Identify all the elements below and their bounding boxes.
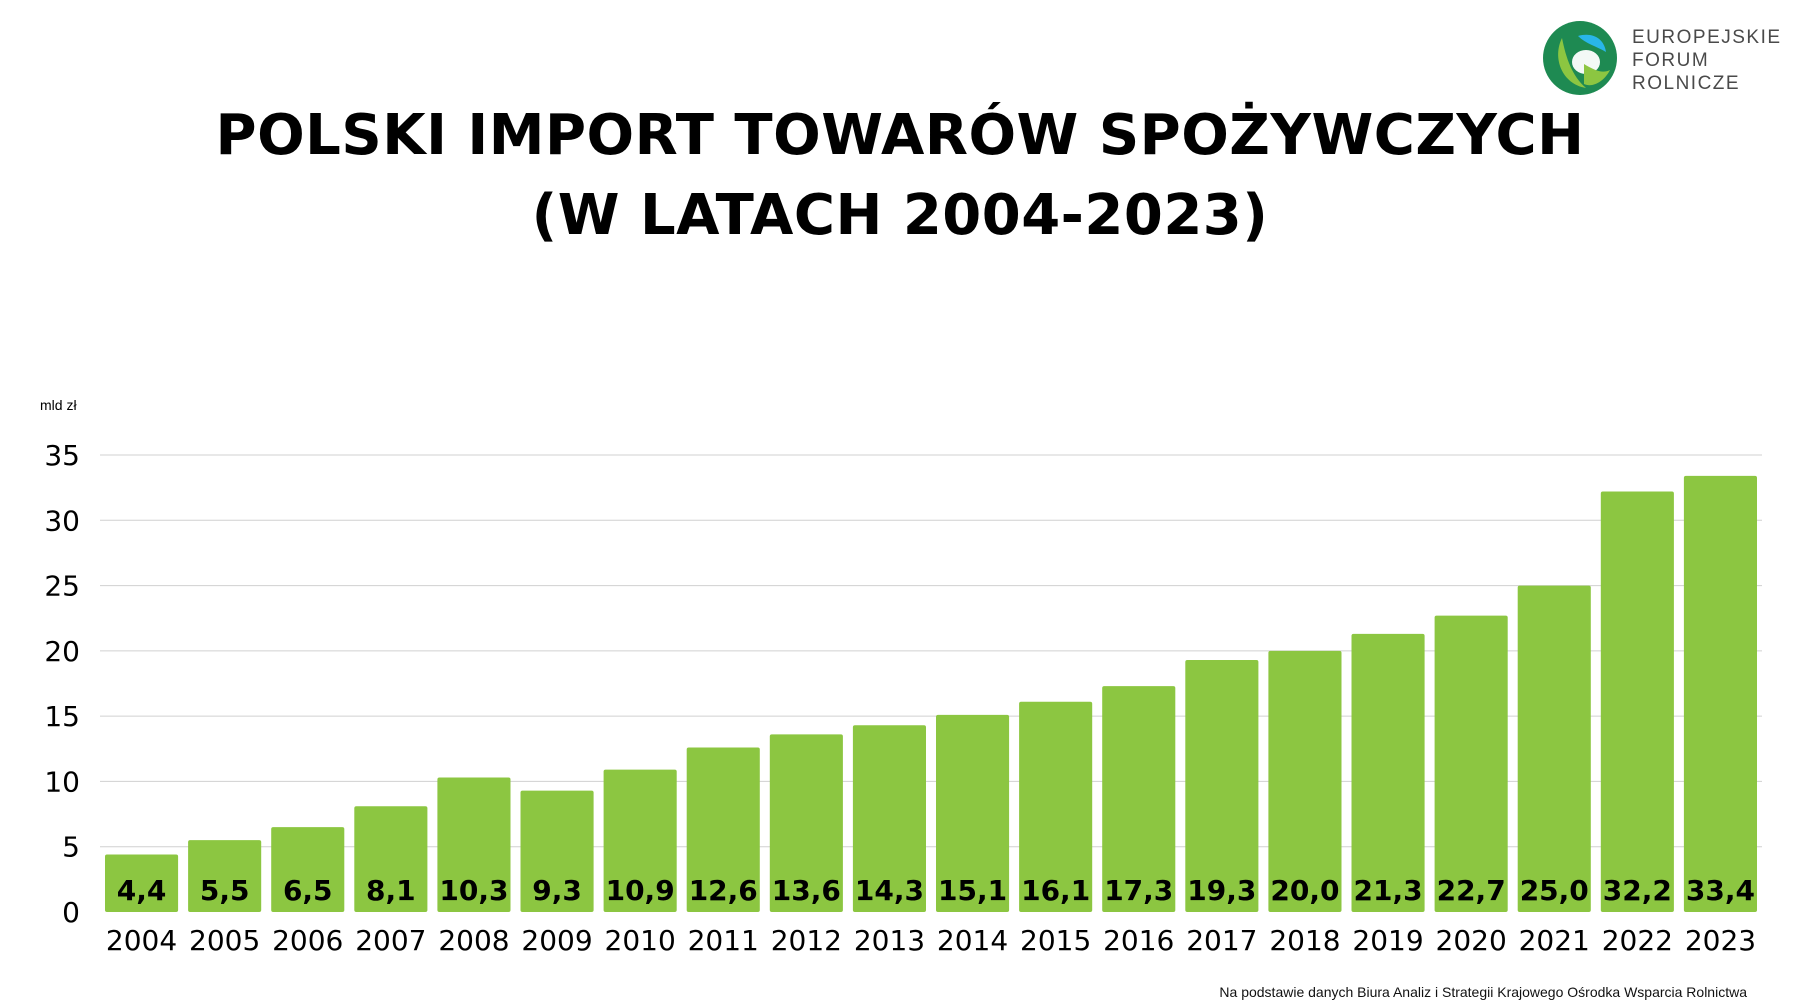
x-tick-label: 2023 [1685, 924, 1756, 957]
y-tick-label: 5 [62, 831, 80, 864]
bar [1434, 615, 1508, 912]
bar [936, 714, 1010, 912]
bar-value-label: 33,4 [1686, 874, 1755, 907]
x-tick-label: 2009 [521, 924, 592, 957]
x-tick-label: 2022 [1602, 924, 1673, 957]
bar [1268, 650, 1342, 912]
bar-value-label: 10,9 [606, 874, 675, 907]
chart-title: POLSKI IMPORT TOWARÓW SPOŻYWCZYCH [215, 103, 1585, 168]
x-tick-label: 2016 [1103, 924, 1174, 957]
logo: EUROPEJSKIE FORUM ROLNICZE [1540, 18, 1790, 98]
bar-value-label: 14,3 [855, 874, 924, 907]
logo-line-1: EUROPEJSKIE [1632, 27, 1782, 48]
bar [1600, 491, 1674, 912]
x-tick-label: 2012 [771, 924, 842, 957]
x-tick-label: 2008 [438, 924, 509, 957]
bar-value-label: 13,6 [772, 874, 841, 907]
bar [686, 747, 760, 912]
x-tick-label: 2011 [688, 924, 759, 957]
bar-value-label: 22,7 [1437, 874, 1506, 907]
logo-icon [1543, 21, 1617, 95]
x-tick-label: 2006 [272, 924, 343, 957]
bar-value-label: 10,3 [439, 874, 508, 907]
x-tick-label: 2013 [854, 924, 925, 957]
y-tick-label: 0 [62, 896, 80, 929]
bar [1019, 701, 1093, 912]
bar [1185, 659, 1259, 912]
bar [1683, 475, 1757, 912]
chart-title-block: POLSKI IMPORT TOWARÓW SPOŻYWCZYCH (W LAT… [0, 96, 1800, 256]
bar-value-label: 6,5 [283, 874, 333, 907]
x-tick-label: 2019 [1352, 924, 1423, 957]
bar-value-label: 4,4 [117, 874, 167, 907]
bar [1517, 585, 1591, 912]
bar [271, 827, 345, 912]
bar-value-label: 16,1 [1021, 874, 1090, 907]
y-tick-label: 25 [44, 570, 80, 603]
logo-line-2: FORUM [1632, 50, 1710, 71]
bar [188, 840, 262, 912]
x-tick-label: 2005 [189, 924, 260, 957]
bar-value-label: 32,2 [1603, 874, 1672, 907]
bar-value-label: 19,3 [1187, 874, 1256, 907]
bar-value-label: 12,6 [689, 874, 758, 907]
logo-text: EUROPEJSKIE FORUM ROLNICZE [1632, 26, 1782, 95]
bar [603, 769, 677, 912]
bar [1102, 686, 1176, 912]
x-tick-label: 2017 [1186, 924, 1257, 957]
logo-line-3: ROLNICZE [1632, 73, 1741, 94]
y-tick-label: 15 [44, 700, 80, 733]
x-tick-label: 2021 [1519, 924, 1590, 957]
bar-value-label: 25,0 [1520, 874, 1589, 907]
bar-value-label: 9,3 [532, 874, 582, 907]
x-tick-label: 2004 [106, 924, 177, 957]
bar-value-label: 15,1 [938, 874, 1007, 907]
y-axis-unit-label: mld zł [40, 397, 77, 413]
bar [852, 725, 926, 912]
bar-value-label: 17,3 [1104, 874, 1173, 907]
bar [520, 790, 594, 912]
bar-value-label: 21,3 [1354, 874, 1423, 907]
y-tick-label: 35 [44, 439, 80, 472]
bar-value-label: 5,5 [200, 874, 250, 907]
bar-value-label: 8,1 [366, 874, 416, 907]
bar [1351, 633, 1425, 912]
bar [437, 777, 511, 912]
x-tick-label: 2007 [355, 924, 426, 957]
bar-value-label: 20,0 [1270, 874, 1339, 907]
bar [769, 734, 843, 912]
x-tick-label: 2015 [1020, 924, 1091, 957]
y-tick-label: 10 [44, 765, 80, 798]
bar [354, 806, 428, 912]
x-tick-label: 2018 [1269, 924, 1340, 957]
y-tick-label: 30 [44, 504, 80, 537]
y-tick-label: 20 [44, 635, 80, 668]
x-tick-label: 2010 [605, 924, 676, 957]
bar [105, 854, 179, 912]
source-note: Na podstawie danych Biura Analiz i Strat… [1219, 984, 1747, 1000]
x-tick-label: 2020 [1436, 924, 1507, 957]
x-tick-label: 2014 [937, 924, 1008, 957]
chart-subtitle: (W LATACH 2004-2023) [531, 183, 1269, 248]
